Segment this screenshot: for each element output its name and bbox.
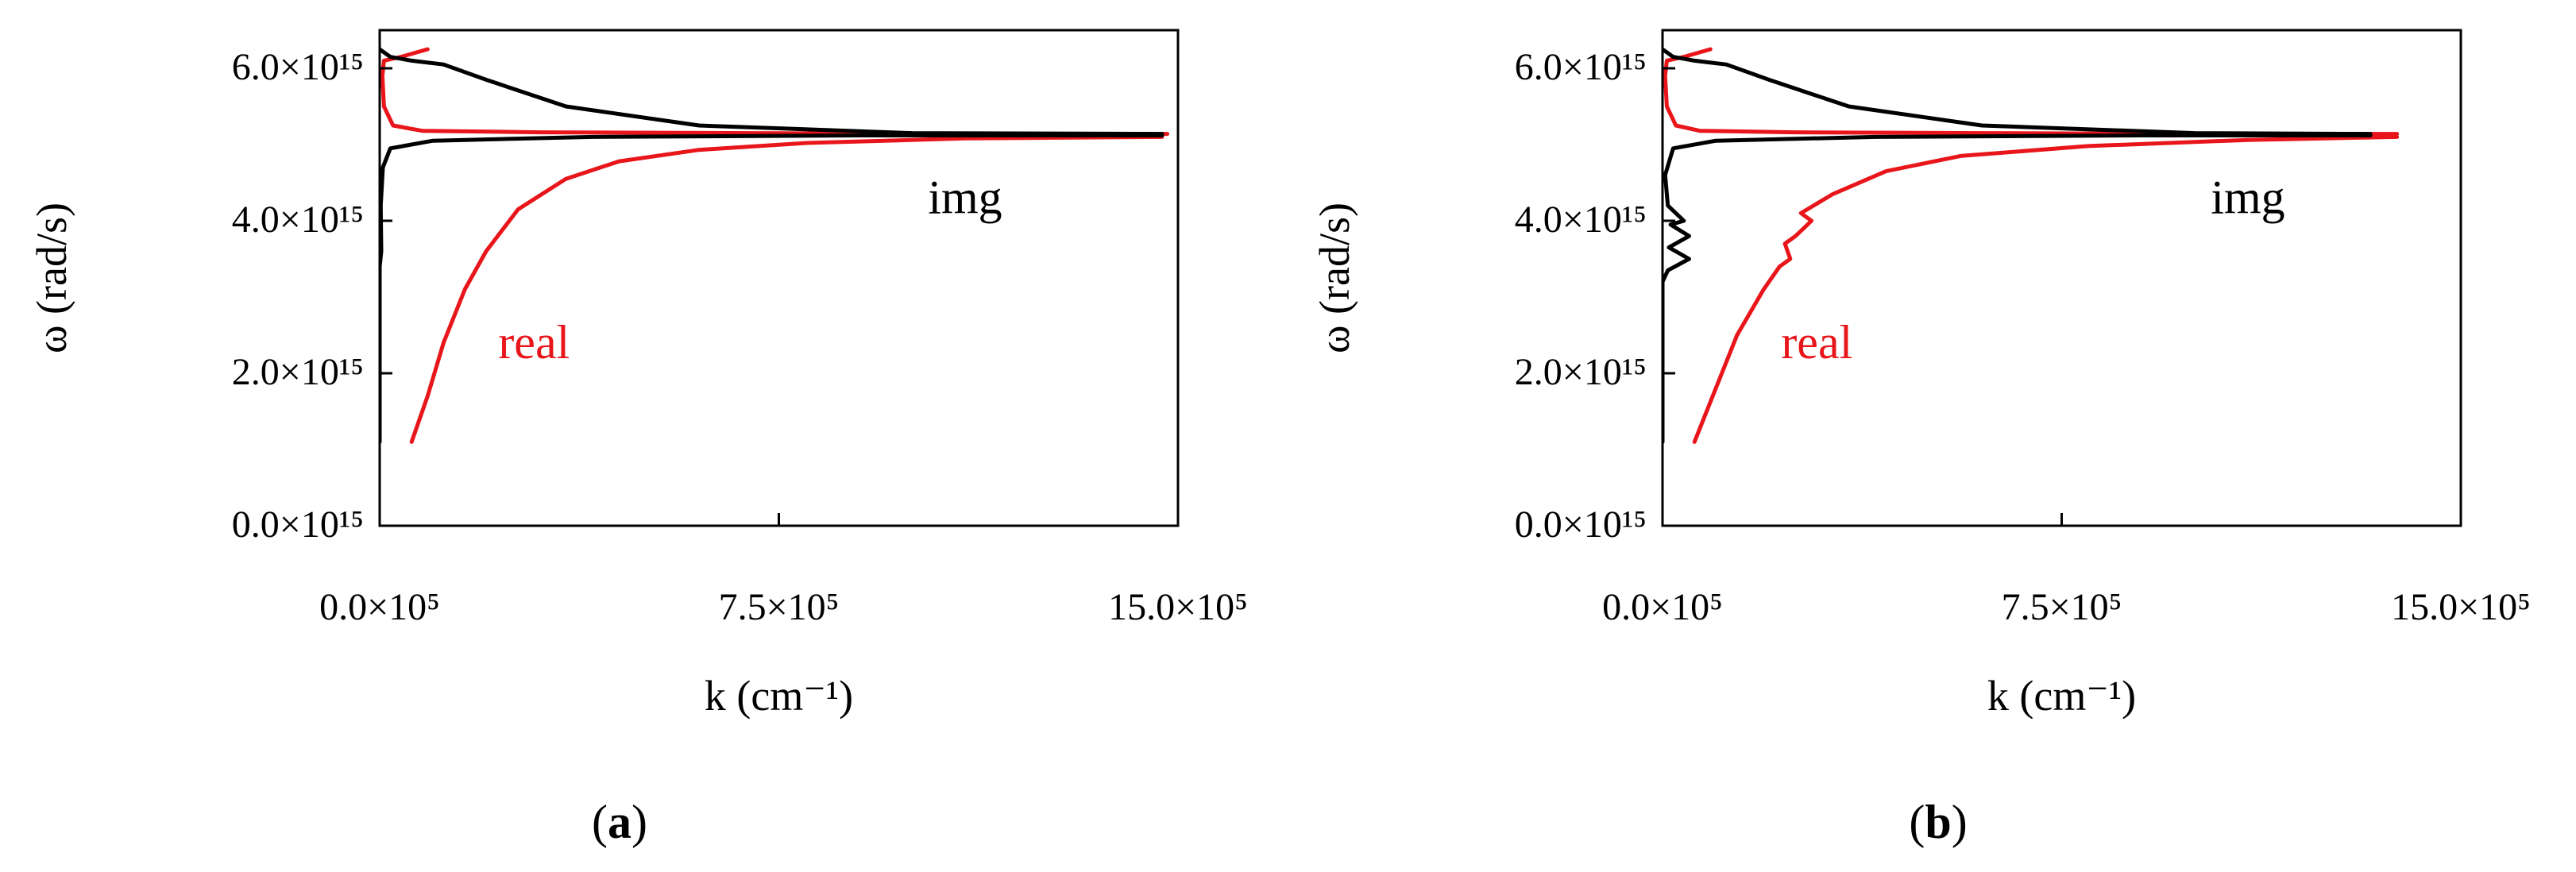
chart-panel-a: 0.0×10¹⁵ 2.0×10¹⁵ 4.0×10¹⁵ 6.0×10¹⁵ 0.0×10⁵ 7… — [28, 29, 1248, 848]
series-line-real-1 — [1663, 47, 2400, 137]
y-axis-label: ω (rad/s) — [1311, 203, 1358, 353]
series-line-real-0 — [409, 134, 1164, 444]
y-tick-label: 6.0×10¹⁵ — [1515, 46, 1647, 88]
y-tick-label: 4.0×10¹⁵ — [232, 199, 364, 241]
series-line-real-1 — [380, 47, 1170, 137]
panel-label: (a) — [592, 796, 647, 848]
series-line-img-3 — [380, 47, 1164, 137]
x-tick-label: 7.5×10⁵ — [719, 586, 840, 628]
y-tick-label: 2.0×10¹⁵ — [1515, 351, 1647, 393]
y-tick-label: 2.0×10¹⁵ — [232, 351, 364, 393]
series-line-img-2 — [380, 133, 1164, 444]
x-tick-label: 0.0×10⁵ — [319, 586, 440, 628]
series-line-real-0 — [1692, 134, 2400, 444]
series-line-img-3 — [1663, 47, 2373, 137]
series-line-img-2 — [1663, 133, 2373, 444]
x-tick-label: 15.0×10⁵ — [1108, 586, 1248, 628]
annotation-img: img — [928, 171, 1002, 223]
y-tick-label: 6.0×10¹⁵ — [232, 46, 364, 88]
chart-panel-b: 0.0×10¹⁵ 2.0×10¹⁵ 4.0×10¹⁵ 6.0×10¹⁵ 0.0×10⁵ 7… — [1311, 29, 2531, 848]
x-tick-label: 0.0×10⁵ — [1602, 586, 1723, 628]
x-axis-label: k (cm⁻¹) — [705, 672, 853, 720]
annotation-real: real — [498, 316, 570, 368]
x-axis-label: k (cm⁻¹) — [1987, 672, 2136, 720]
y-axis-label: ω (rad/s) — [28, 203, 75, 353]
y-tick-label: 0.0×10¹⁵ — [232, 504, 364, 546]
y-tick-label: 4.0×10¹⁵ — [1515, 199, 1647, 241]
y-tick-label: 0.0×10¹⁵ — [1515, 504, 1647, 546]
panel-label: (b) — [1909, 796, 1967, 848]
annotation-img: img — [2211, 171, 2284, 223]
annotation-real: real — [1781, 316, 1852, 368]
plot-frame — [1661, 29, 2462, 527]
x-tick-label: 15.0×10⁵ — [2391, 586, 2531, 628]
x-tick-label: 7.5×10⁵ — [2002, 586, 2122, 628]
plot-frame — [378, 29, 1180, 527]
